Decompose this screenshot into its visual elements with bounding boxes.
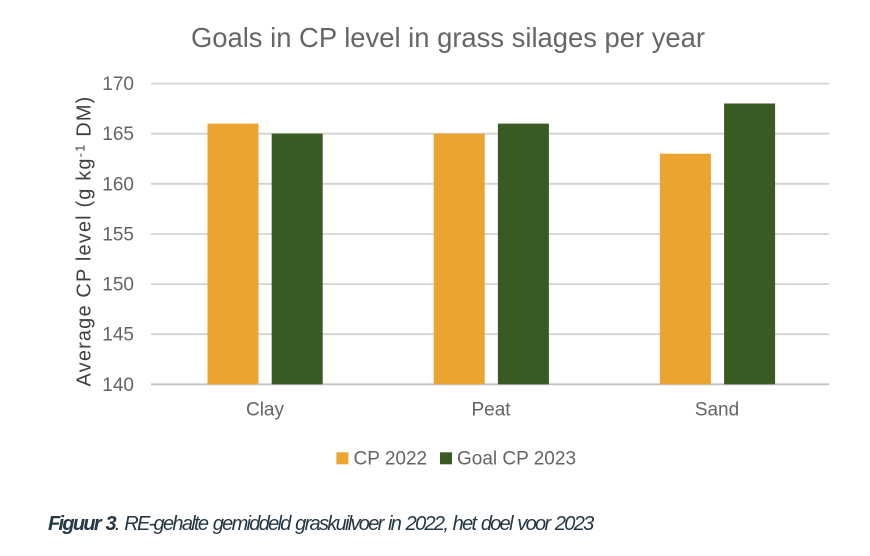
svg-text:170: 170 [102, 74, 134, 95]
svg-text:155: 155 [102, 225, 134, 246]
svg-text:Figuur 3. RE-gehalte gemiddeld: Figuur 3. RE-gehalte gemiddeld graskuilv… [48, 513, 594, 535]
svg-text:Goals in CP level in grass sil: Goals in CP level in grass silages per y… [191, 22, 705, 53]
svg-text:140: 140 [102, 375, 134, 396]
svg-text:Sand: Sand [695, 400, 739, 421]
svg-text:165: 165 [102, 124, 134, 145]
svg-text:Average CP level (g kg-1 DM): Average CP level (g kg-1 DM) [73, 96, 96, 387]
svg-text:160: 160 [102, 174, 134, 195]
svg-text:Peat: Peat [471, 400, 511, 421]
svg-text:Goal CP 2023: Goal CP 2023 [457, 449, 576, 470]
svg-text:145: 145 [102, 325, 134, 346]
svg-text:CP 2022: CP 2022 [354, 449, 428, 470]
svg-text:Clay: Clay [246, 400, 285, 421]
svg-text:150: 150 [102, 275, 134, 296]
